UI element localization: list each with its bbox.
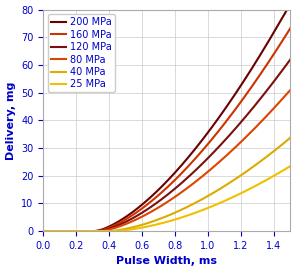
- 120 MPa: [162, 196, 165, 199]
- 40 MPa: [155, 218, 159, 222]
- 160 MPa: [281, 38, 285, 41]
- 200 MPa: [281, 15, 285, 18]
- 120 MPa: [236, 124, 240, 127]
- Line: 160 MPa: 160 MPa: [43, 28, 290, 231]
- 160 MPa: [54, 230, 58, 233]
- 80 MPa: [281, 96, 285, 100]
- 200 MPa: [41, 230, 45, 233]
- 80 MPa: [54, 230, 58, 233]
- 200 MPa: [285, 8, 289, 11]
- 25 MPa: [236, 193, 240, 196]
- Line: 120 MPa: 120 MPa: [43, 59, 290, 231]
- 120 MPa: [54, 230, 58, 233]
- 80 MPa: [236, 143, 240, 147]
- 40 MPa: [41, 230, 45, 233]
- 25 MPa: [54, 230, 58, 233]
- 160 MPa: [41, 230, 45, 233]
- 120 MPa: [281, 67, 285, 71]
- 25 MPa: [155, 223, 159, 226]
- 120 MPa: [281, 67, 285, 71]
- Line: 40 MPa: 40 MPa: [43, 138, 290, 231]
- Line: 80 MPa: 80 MPa: [43, 90, 290, 231]
- 80 MPa: [162, 203, 165, 206]
- 200 MPa: [281, 14, 285, 18]
- Line: 200 MPa: 200 MPa: [43, 10, 290, 231]
- 25 MPa: [281, 169, 285, 172]
- Y-axis label: Delivery, mg: Delivery, mg: [6, 81, 16, 160]
- 200 MPa: [162, 183, 165, 187]
- 200 MPa: [54, 230, 58, 233]
- 80 MPa: [289, 88, 292, 91]
- X-axis label: Pulse Width, ms: Pulse Width, ms: [116, 256, 217, 267]
- 160 MPa: [155, 195, 159, 198]
- 200 MPa: [289, 8, 292, 11]
- 40 MPa: [162, 216, 165, 219]
- Line: 25 MPa: 25 MPa: [43, 166, 290, 231]
- 120 MPa: [41, 230, 45, 233]
- 40 MPa: [289, 136, 292, 139]
- 25 MPa: [281, 169, 285, 172]
- 40 MPa: [236, 176, 240, 179]
- 40 MPa: [54, 230, 58, 233]
- 25 MPa: [41, 230, 45, 233]
- 200 MPa: [236, 88, 240, 92]
- 80 MPa: [281, 96, 285, 100]
- 120 MPa: [289, 58, 292, 61]
- 80 MPa: [41, 230, 45, 233]
- 25 MPa: [162, 221, 165, 224]
- 80 MPa: [155, 207, 159, 210]
- 40 MPa: [281, 142, 285, 145]
- 160 MPa: [289, 26, 292, 30]
- 200 MPa: [155, 190, 159, 193]
- 160 MPa: [236, 104, 240, 107]
- 120 MPa: [155, 201, 159, 204]
- 25 MPa: [289, 164, 292, 168]
- 160 MPa: [162, 189, 165, 193]
- Legend: 200 MPa, 160 MPa, 120 MPa, 80 MPa, 40 MPa, 25 MPa: 200 MPa, 160 MPa, 120 MPa, 80 MPa, 40 MP…: [48, 14, 115, 92]
- 160 MPa: [281, 38, 285, 41]
- 40 MPa: [281, 142, 285, 145]
